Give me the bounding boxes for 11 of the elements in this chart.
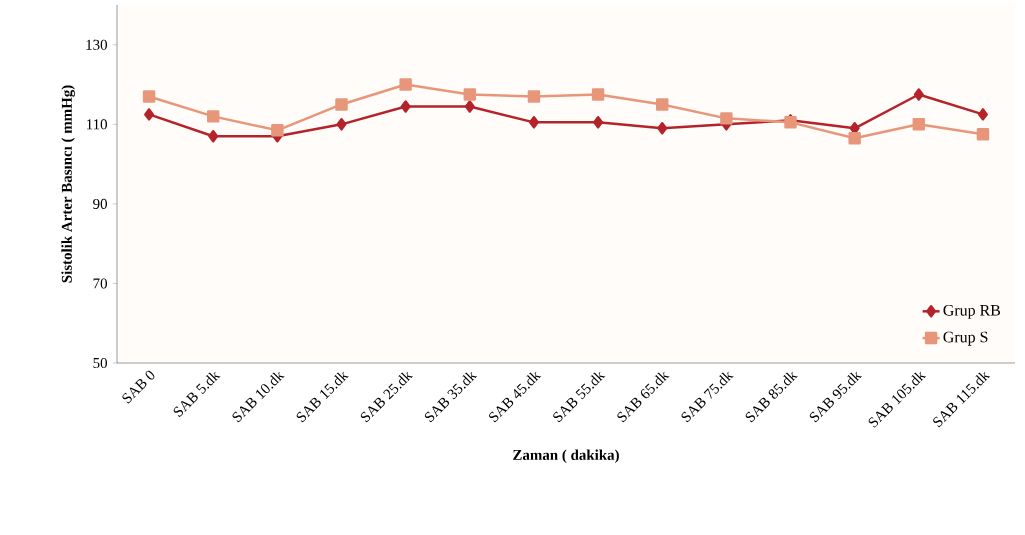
x-tick-label: SAB 0 xyxy=(122,370,155,404)
legend-label: Grup S xyxy=(943,331,988,346)
x-axis-title: Zaman ( dakika) xyxy=(513,449,619,464)
y-axis-title: Sistolik Arter Basıncı ( mmHg) xyxy=(61,85,75,283)
y-tick-label: 90 xyxy=(93,198,107,209)
legend-label: Grup RB xyxy=(943,304,1001,319)
y-tick-label: 70 xyxy=(93,278,107,289)
y-tick-label: 110 xyxy=(87,119,107,130)
y-tick-label: 130 xyxy=(86,39,107,50)
y-tick-label: 50 xyxy=(93,357,107,369)
x-tick-label: SAB 5.dk xyxy=(173,371,221,417)
